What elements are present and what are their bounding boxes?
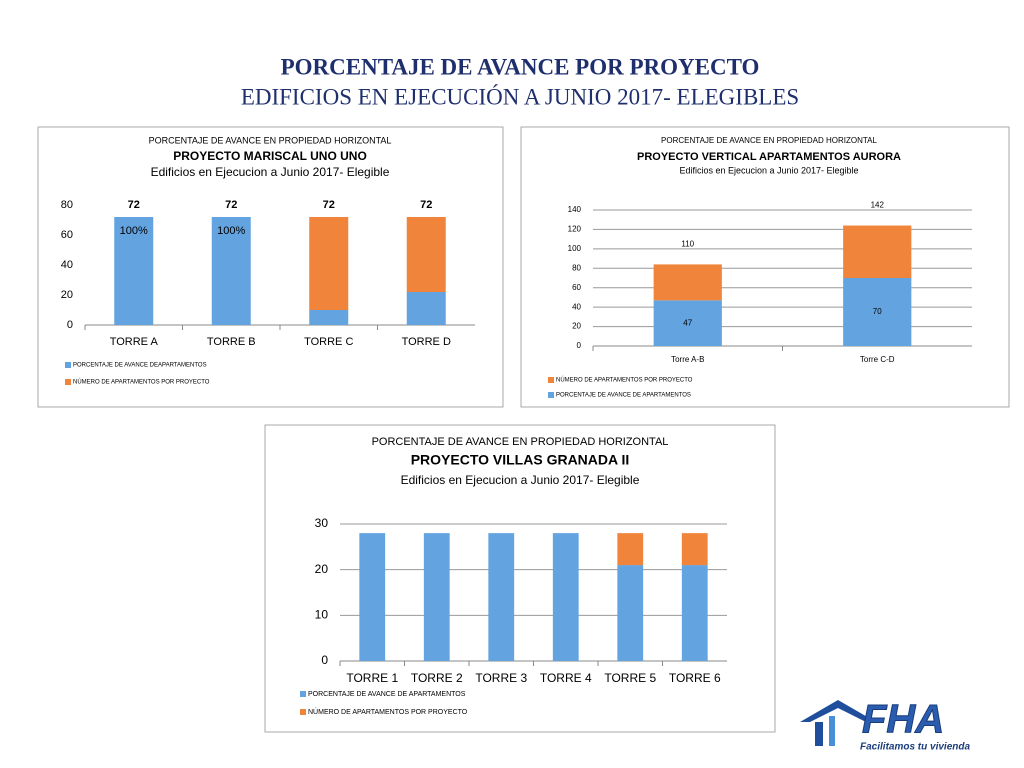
chart-caption: Edificios en Ejecucion a Junio 2017- Ele… [679,165,858,175]
chart-subtitle: PROYECTO VERTICAL APARTAMENTOS AURORA [637,151,901,163]
y-tick-label: 20 [572,322,581,331]
legend-swatch [300,709,306,715]
bar-segment [211,217,251,325]
legend-swatch [548,377,554,383]
total-label: 110 [681,240,694,249]
x-tick-label: TORRE 5 [604,671,656,685]
logo-tagline: Facilitamos tu vivienda [860,742,970,753]
data-label: 70 [873,307,882,316]
chart-title: PORCENTAJE DE AVANCE EN PROPIEDAD HORIZO… [149,135,392,145]
bar-segment [843,278,912,346]
total-label: 72 [225,199,237,211]
chart-subtitle: PROYECTO VILLAS GRANADA II [411,452,630,468]
y-tick-label: 100 [568,244,582,253]
x-tick-label: TORRE A [110,336,159,348]
legend-label: NÚMERO DE APARTAMENTOS POR PROYECTO [73,379,210,386]
percent-label: 100% [120,225,148,237]
total-label: 72 [420,199,432,211]
x-tick-label: TORRE 1 [346,671,398,685]
bar-segment [114,217,154,325]
bar-segment [406,292,446,325]
y-tick-label: 20 [61,289,73,301]
chart-frame [520,126,1010,408]
y-tick-label: 20 [315,562,329,576]
bar-segment [843,225,912,278]
bar-segment [653,264,722,301]
x-tick-label: Torre C-D [860,355,895,364]
bar-segment [617,565,644,661]
y-tick-label: 60 [572,283,581,292]
x-tick-label: TORRE D [402,336,451,348]
x-tick-label: TORRE 2 [411,671,463,685]
bar-segment [617,533,644,566]
logo-text: FHA [862,698,944,742]
chart-caption: Edificios en Ejecucion a Junio 2017- Ele… [401,473,640,487]
bar-segment [681,565,708,661]
x-tick-label: TORRE B [207,336,256,348]
total-label: 142 [871,201,885,210]
y-tick-label: 120 [568,225,582,234]
y-tick-label: 40 [572,302,581,311]
x-tick-label: TORRE C [304,336,353,348]
y-tick-label: 60 [61,229,73,241]
y-tick-label: 0 [67,319,73,331]
logo: FHA Facilitamos tu vivienda [800,697,970,753]
x-tick-label: Torre A-B [671,355,704,364]
bar-segment [488,533,515,661]
total-label: 72 [128,199,140,211]
x-tick-label: TORRE 3 [475,671,527,685]
legend-label: NÚMERO DE APARTAMENTOS POR PROYECTO [308,707,468,716]
legend-swatch [548,392,554,398]
y-tick-label: 30 [315,516,329,530]
legend-label: PORCENTAJE DE AVANCE DE APARTAMENTOS [556,393,691,399]
bar-segment [309,310,349,325]
legend-swatch [300,691,306,697]
percent-label: 100% [217,225,245,237]
logo-wall [829,716,835,746]
y-tick-label: 40 [61,259,73,271]
chart-title: PORCENTAJE DE AVANCE EN PROPIEDAD HORIZO… [372,436,669,448]
x-tick-label: TORRE 4 [540,671,592,685]
bar-segment [309,217,349,310]
bar-segment [681,533,708,566]
bar-segment [406,217,446,292]
y-tick-label: 10 [315,608,329,622]
y-tick-label: 0 [577,341,582,350]
x-tick-label: TORRE 6 [669,671,721,685]
legend-label: PORCENTAJE DE AVANCE DE APARTAMENTOS [308,691,466,698]
data-label: 47 [683,318,692,327]
legend-label: NÚMERO DE APARTAMENTOS POR PROYECTO [556,377,693,384]
legend-swatch [65,379,71,385]
slide-subtitle: EDIFICIOS EN EJECUCIÓN A JUNIO 2017- ELE… [241,83,799,109]
y-tick-label: 80 [572,263,581,272]
slide-title: PORCENTAJE DE AVANCE POR PROYECTO [281,54,760,79]
chart-title: PORCENTAJE DE AVANCE EN PROPIEDAD HORIZO… [661,136,877,145]
total-label: 72 [323,199,335,211]
logo-wall [815,722,823,746]
logo-roof [800,700,876,722]
chart-subtitle: PROYECTO MARISCAL UNO UNO [173,149,367,163]
chart-caption: Edificios en Ejecucion a Junio 2017- Ele… [151,165,390,179]
y-tick-label: 140 [568,205,582,214]
legend-swatch [65,362,71,368]
y-tick-label: 80 [61,199,73,211]
bar-segment [552,533,579,661]
y-tick-label: 0 [321,653,328,667]
legend-label: PORCENTAJE DE AVANCE DEAPARTAMENTOS [73,363,207,369]
bar-segment [653,300,722,346]
bar-segment [423,533,450,661]
bar-segment [359,533,386,661]
